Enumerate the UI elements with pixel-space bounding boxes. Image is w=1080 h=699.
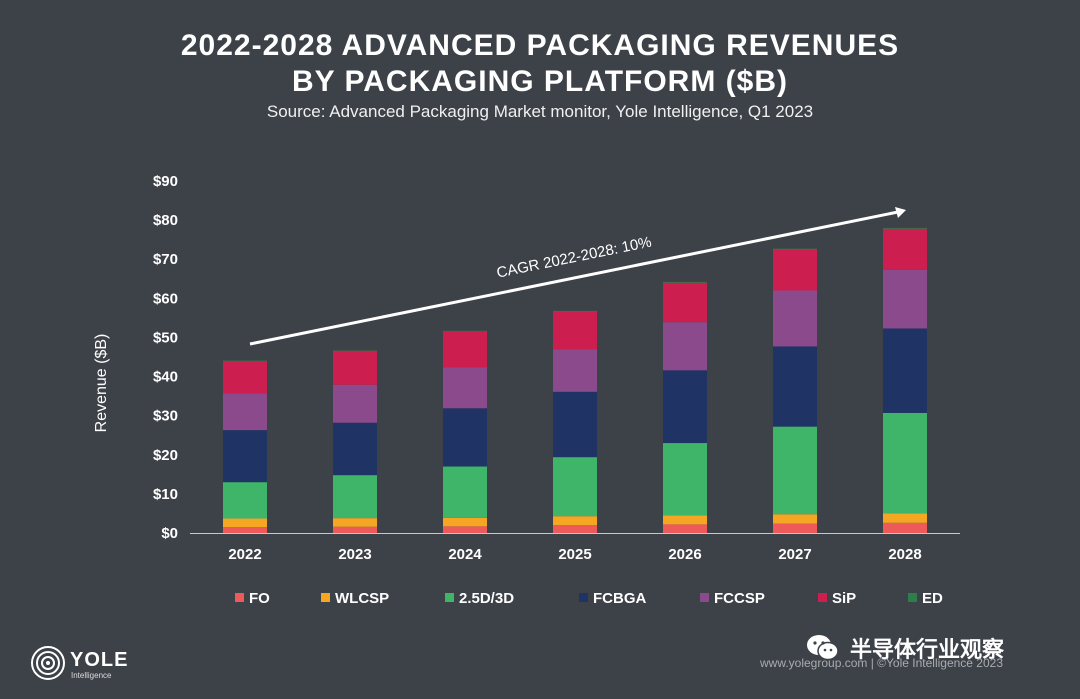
bar-segment-sip-2026: [663, 282, 707, 323]
legend-swatch-sip: [818, 593, 827, 602]
bar-segment-25d3d-2024: [443, 466, 487, 518]
bar-segment-fccsp-2028: [883, 269, 927, 329]
chart-subtitle: Source: Advanced Packaging Market monito…: [266, 102, 814, 121]
legend-label: ED: [922, 590, 943, 607]
bar-segment-fccsp-2025: [553, 349, 597, 392]
legend-label: SiP: [832, 590, 856, 607]
y-tick-label: $0: [161, 525, 178, 542]
bar-segment-wlcsp-2025: [553, 516, 597, 526]
chart-title: 2022-2028 ADVANCED PACKAGING REVENUES BY…: [0, 28, 1080, 100]
bar-segment-25d3d-2023: [333, 475, 377, 519]
legend-swatch-fccsp: [700, 593, 709, 602]
legend-label: 2.5D/3D: [459, 590, 514, 607]
bar-segment-ed-2026: [663, 281, 707, 283]
bar-segment-fo-2023: [333, 526, 377, 533]
y-tick-label: $50: [153, 329, 178, 346]
legend-swatch-fcbga: [579, 593, 588, 602]
y-tick-label: $60: [153, 290, 178, 307]
y-tick-label: $40: [153, 369, 178, 386]
bar-segment-25d3d-2026: [663, 443, 707, 516]
cagr-arrow-head: [895, 207, 906, 218]
legend-swatch-fo: [235, 593, 244, 602]
bar-segment-25d3d-2028: [883, 412, 927, 514]
logo-sub: Intelligence: [71, 671, 112, 680]
bar-segment-sip-2028: [883, 228, 927, 270]
bar-segment-ed-2028: [883, 227, 927, 229]
legend-label: FCCSP: [714, 590, 765, 607]
legend-swatch-wlcsp: [321, 593, 330, 602]
x-tick-label: 2024: [448, 546, 482, 563]
bar-segment-fo-2027: [773, 523, 817, 533]
wechat-watermark: 半导体行业观察: [806, 630, 1056, 666]
bar-segment-fcbga-2025: [553, 391, 597, 458]
bar-segment-fcbga-2027: [773, 346, 817, 427]
bar-segment-ed-2027: [773, 248, 817, 250]
logo-name: YOLE: [70, 649, 129, 671]
wechat-icon: [807, 635, 839, 661]
x-tick-label: 2022: [228, 546, 261, 563]
bar-segment-sip-2024: [443, 331, 487, 368]
legend-label: WLCSP: [335, 590, 389, 607]
wechat-account-name: 半导体行业观察: [850, 637, 1005, 662]
bar-segment-fcbga-2022: [223, 430, 267, 483]
x-tick-label: 2028: [888, 546, 921, 563]
bar-segment-fo-2026: [663, 524, 707, 533]
bar-segment-25d3d-2027: [773, 426, 817, 515]
bar-segment-wlcsp-2022: [223, 518, 267, 528]
yole-logo-icon: [31, 646, 65, 680]
bar-segment-fccsp-2023: [333, 384, 377, 423]
x-tick-label: 2023: [338, 546, 371, 563]
y-tick-label: $20: [153, 447, 178, 464]
bar-segment-wlcsp-2024: [443, 517, 487, 527]
y-tick-label: $30: [153, 408, 178, 425]
bar-segment-wlcsp-2023: [333, 518, 377, 527]
chart-title-line2: BY PACKAGING PLATFORM ($B): [292, 65, 788, 98]
bar-segment-fcbga-2026: [663, 370, 707, 444]
bar-segment-25d3d-2022: [223, 482, 267, 519]
y-axis-title: Revenue ($B): [93, 334, 110, 433]
bar-segment-sip-2027: [773, 249, 817, 291]
cagr-annotation: CAGR 2022-2028: 10%: [495, 234, 653, 282]
bar-segment-wlcsp-2027: [773, 514, 817, 524]
bar-segment-fccsp-2027: [773, 290, 817, 347]
legend-swatch-25d3d: [445, 593, 454, 602]
bar-segment-fccsp-2026: [663, 322, 707, 371]
legend-label: FCBGA: [593, 590, 646, 607]
bar-segment-fccsp-2022: [223, 393, 267, 431]
x-tick-label: 2026: [668, 546, 701, 563]
legend-swatch-ed: [908, 593, 917, 602]
bar-segment-fcbga-2028: [883, 328, 927, 413]
cagr-arrow-line: [249, 210, 899, 346]
bar-segment-fo-2024: [443, 526, 487, 533]
bar-segment-fo-2028: [883, 522, 927, 533]
y-tick-label: $90: [153, 173, 178, 190]
bar-segment-fcbga-2023: [333, 422, 377, 476]
x-tick-label: 2027: [778, 546, 811, 563]
y-tick-label: $80: [153, 212, 178, 229]
yole-logo: YOLE Intelligence: [30, 643, 140, 683]
y-tick-label: $70: [153, 251, 178, 268]
bar-segment-sip-2022: [223, 360, 267, 394]
y-tick-label: $10: [153, 486, 178, 503]
bar-segment-fcbga-2024: [443, 408, 487, 467]
bar-segment-wlcsp-2028: [883, 513, 927, 523]
bar-segment-wlcsp-2026: [663, 515, 707, 525]
bar-segment-sip-2023: [333, 350, 377, 385]
website-credit: www.yolegroup.com | ©Yole Intelligence 2…: [760, 656, 1003, 670]
legend-label: FO: [249, 590, 270, 607]
bar-segment-25d3d-2025: [553, 457, 597, 517]
chart-title-line1: 2022-2028 ADVANCED PACKAGING REVENUES: [180, 29, 900, 62]
bar-segment-ed-2025: [553, 310, 597, 312]
bar-segment-fo-2025: [553, 525, 597, 533]
x-tick-label: 2025: [558, 546, 591, 563]
bar-segment-fccsp-2024: [443, 367, 487, 409]
bar-segment-fo-2022: [223, 527, 267, 533]
bar-segment-sip-2025: [553, 311, 597, 350]
